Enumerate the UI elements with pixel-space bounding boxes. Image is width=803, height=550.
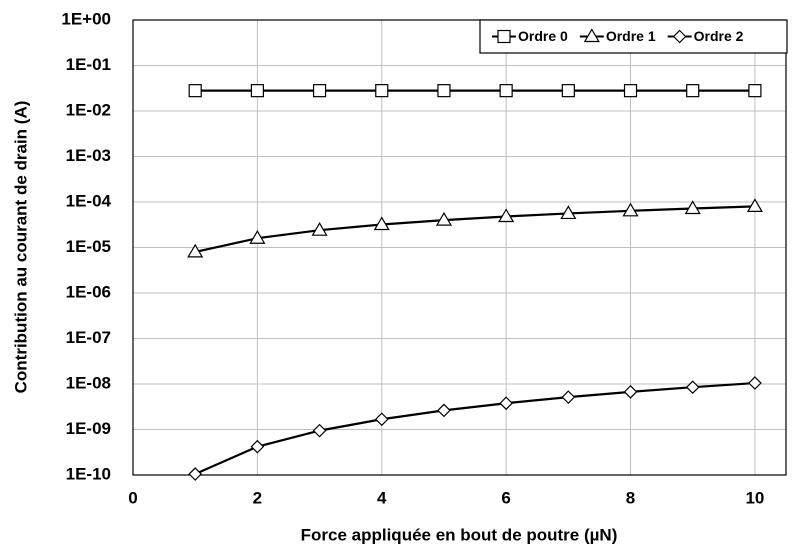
marker <box>623 385 638 399</box>
marker <box>686 84 700 98</box>
marker <box>672 29 687 44</box>
marker <box>312 84 327 98</box>
y-tick-label: 1E-03 <box>66 146 111 165</box>
y-tick-label: 1E-02 <box>66 100 111 119</box>
marker <box>374 412 389 427</box>
marker <box>437 403 451 418</box>
series-line <box>194 205 755 253</box>
x-tick-label: 4 <box>377 488 387 507</box>
marker <box>560 205 577 220</box>
marker <box>250 439 265 454</box>
y-axis-title: Contribution au courant de drain (A) <box>11 101 30 394</box>
plot-frame <box>132 19 787 476</box>
marker <box>312 423 327 438</box>
marker <box>249 230 266 244</box>
marker <box>561 390 576 404</box>
marker <box>583 28 600 43</box>
marker <box>188 467 203 481</box>
x-tick-label: 2 <box>253 488 262 507</box>
marker <box>499 396 513 411</box>
y-tick-label: 1E-04 <box>66 191 112 210</box>
y-tick-label: 1E+00 <box>61 9 111 28</box>
x-tick-label: 10 <box>745 488 764 507</box>
marker <box>499 84 513 98</box>
marker <box>187 243 204 258</box>
marker <box>188 84 202 98</box>
legend-box <box>479 19 788 54</box>
marker <box>250 84 264 98</box>
y-tick-label: 1E-01 <box>66 55 111 74</box>
y-tick-label: 1E-09 <box>66 419 111 438</box>
legend-label: Ordre 1 <box>606 28 656 44</box>
marker <box>561 84 575 98</box>
marker <box>437 84 451 98</box>
marker <box>746 198 763 213</box>
marker <box>748 376 762 390</box>
x-tick-label: 0 <box>128 488 137 507</box>
marker <box>435 211 452 226</box>
legend-label: Ordre 0 <box>518 28 568 44</box>
y-tick-label: 1E-10 <box>66 464 111 483</box>
legend-label: Ordre 2 <box>694 28 744 44</box>
y-tick-label: 1E-05 <box>66 237 111 256</box>
legend: Ordre 0 Ordre 1 Ordre 2 <box>479 19 788 54</box>
marker <box>311 222 328 236</box>
series-line <box>194 381 755 476</box>
marker <box>622 202 639 217</box>
marker <box>497 29 511 44</box>
marker <box>748 84 762 98</box>
y-tick-label: 1E-06 <box>66 282 111 301</box>
marker <box>684 200 701 215</box>
marker <box>373 216 390 231</box>
y-tick-label: 1E-08 <box>66 373 111 392</box>
x-tick-label: 6 <box>501 488 510 507</box>
marker <box>498 208 515 223</box>
marker <box>623 84 638 98</box>
marker <box>375 84 389 98</box>
marker <box>685 380 700 395</box>
x-tick-label: 8 <box>626 488 635 507</box>
x-axis-title: Force appliquée en bout de poutre (µN) <box>301 525 618 544</box>
y-tick-label: 1E-07 <box>66 328 111 347</box>
